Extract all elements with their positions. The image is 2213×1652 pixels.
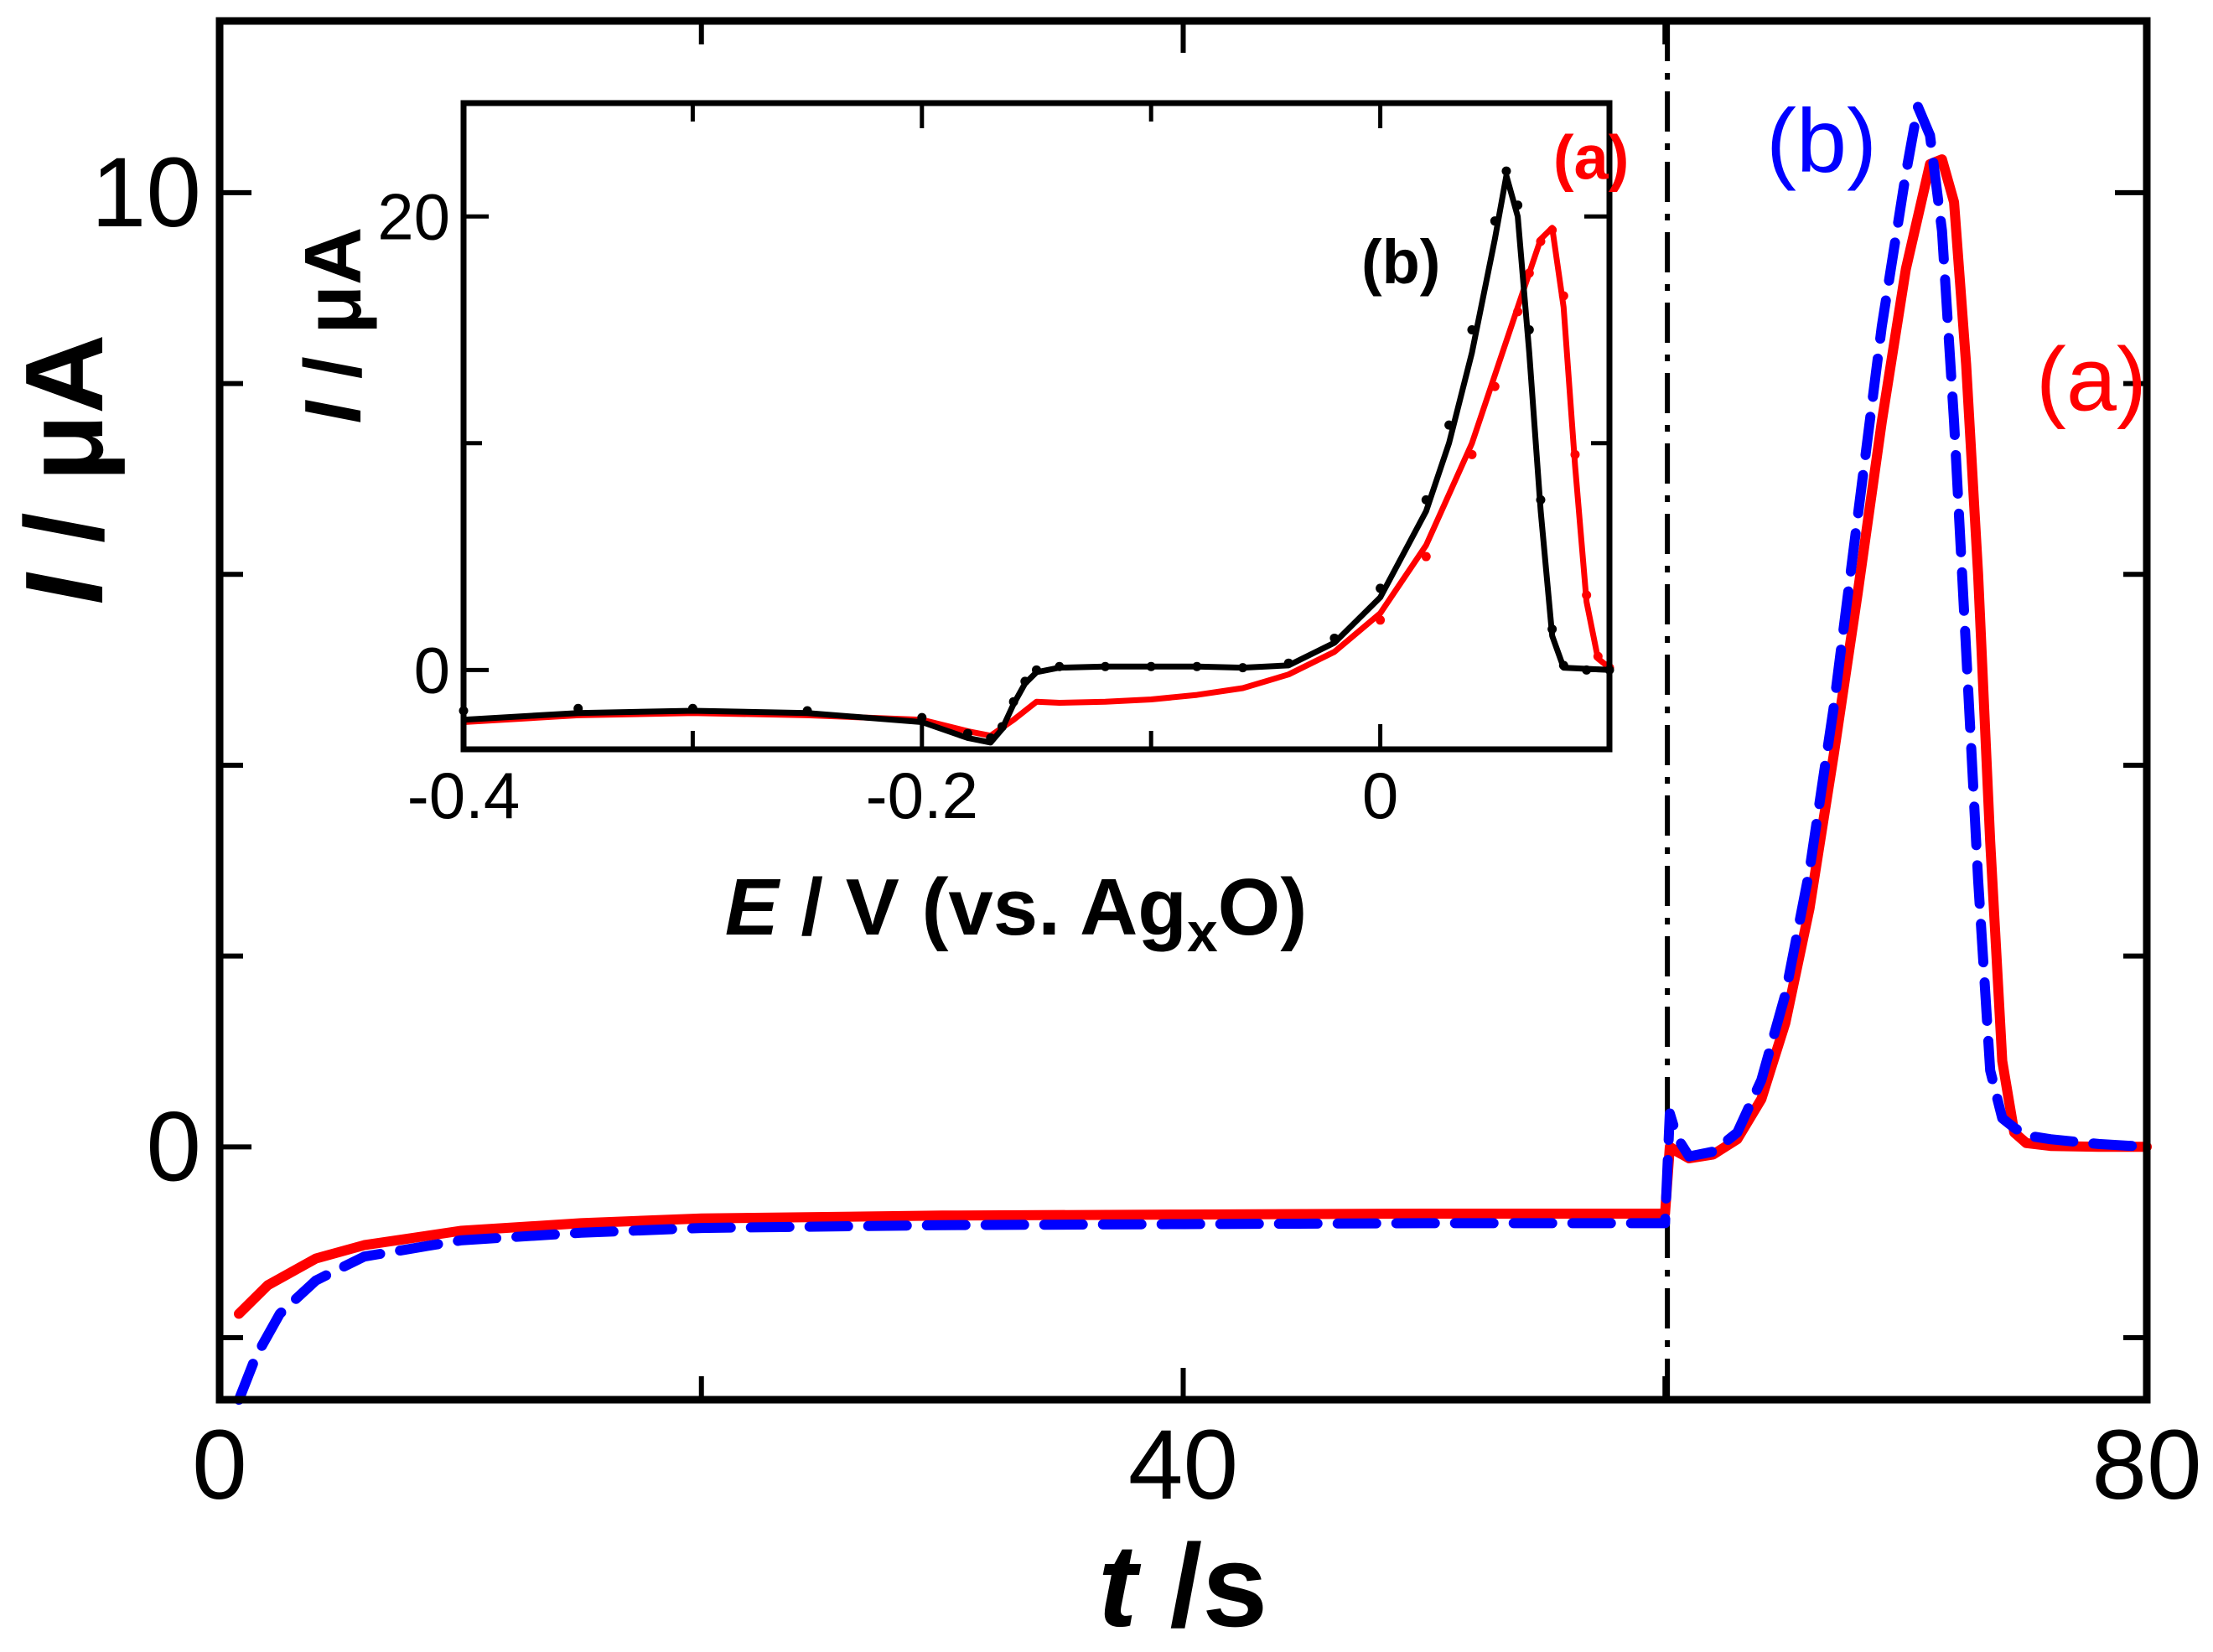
inset-x-axis-unit: / V (vs. Ag [779,862,1187,952]
main-y-axis-var: I [3,572,126,604]
inset-x-axis-label: E / V (vs. AgxO) [725,862,1308,963]
inset-x-axis-tail: O) [1218,862,1308,952]
inset-series-line [460,173,1613,746]
main-y-tick-label: 10 [91,137,201,248]
main-x-tick-label: 80 [2091,1410,2201,1520]
inset-data-point [687,703,697,713]
inset-data-point [1582,590,1592,600]
main-curve-label: (a) [2036,328,2147,429]
inset-data-point [802,706,812,716]
inset-data-point [1283,658,1293,668]
inset-data-point [1582,665,1592,675]
inset-data-point [1032,665,1041,675]
inset-data-point [1501,166,1511,176]
inset-series-3 [459,166,1614,743]
inset-data-point [1558,291,1568,301]
inset-data-point [1593,651,1603,661]
inset-y-tick-label: 20 [377,179,450,253]
main-y-axis-label: I / μA [3,334,126,605]
inset-data-point [1238,663,1248,673]
inset-x-axis-var: E [725,862,781,952]
inset-data-point [1547,624,1557,634]
inset-data-point [1536,495,1546,505]
main-y-axis-unit: / μA [3,334,126,574]
main-series-0 [234,154,2152,1319]
inset-y-tick-label: 0 [414,633,450,707]
inset-data-point [1547,225,1557,235]
inset-data-point [1490,381,1500,391]
inset-data-point [1513,200,1523,210]
inset-y-axis-label: I / μA [288,227,378,424]
main-x-axis-var: t [1098,1520,1142,1651]
inset-series-0 [460,225,1613,739]
main-series-group [234,101,2152,1405]
inset-plot-frame [460,100,1613,753]
main-series-line [234,154,2152,1319]
inset-data-point [986,733,996,743]
inset-chart: -0.4 -0.2 0 0 20 (a) (b) E / V (vs. AgxO) I /… [288,100,1629,963]
inset-data-point [1421,552,1431,562]
inset-x-tick-label: -0.4 [407,759,520,832]
inset-series-group [459,166,1614,746]
main-plot-frame [215,17,2151,1404]
inset-data-point [573,703,583,713]
main-annotations: (b) (a) [1766,90,2147,430]
inset-series-line [460,225,1613,739]
inset-curve-label: (a) [1553,122,1629,192]
inset-y-axis-var: I [288,399,378,423]
inset-tick-labels: -0.4 -0.2 0 0 20 [377,179,1398,832]
main-x-tick-label: 40 [1128,1410,1238,1520]
inset-data-point [1558,660,1568,671]
inset-data-point [1008,697,1018,707]
main-series-line [234,101,2152,1405]
inset-annotations: (a) (b) [1361,122,1629,296]
inset-data-point [1490,216,1500,226]
main-x-axis-label: t /s [1098,1520,1267,1651]
inset-data-point [997,722,1007,732]
inset-data-point [1376,583,1386,593]
inset-curve-label: (b) [1361,227,1441,297]
inset-data-point [1536,236,1546,246]
inset-data-point [1101,661,1111,671]
inset-data-point [1524,268,1534,278]
main-x-tick-label: 0 [192,1410,247,1520]
inset-data-point [1020,676,1030,686]
inset-data-point [917,712,927,722]
main-tick-labels: 0 40 80 0 10 [91,137,2202,1520]
inset-data-point [1524,325,1534,335]
inset-data-point [1192,661,1202,671]
main-y-tick-label: 0 [146,1091,201,1202]
main-curve-label: (b) [1766,90,1877,191]
inset-data-point [1467,449,1477,459]
inset-x-axis-subscript: x [1187,901,1218,963]
inset-data-point [1513,307,1523,317]
inset-x-tick-label: -0.2 [866,759,978,832]
inset-data-point [1376,615,1386,625]
inset-data-point [962,728,972,738]
inset-data-point [1055,661,1065,671]
inset-data-point [1570,449,1580,459]
inset-data-point [1444,420,1454,430]
inset-data-point [1421,495,1431,505]
main-chart: 0 40 80 0 10 (b) (a) t /s I / μA [3,17,2202,1651]
inset-data-point [1146,661,1156,671]
main-series-1 [234,101,2152,1405]
inset-data-point [1467,325,1477,335]
main-x-axis-unit: /s [1137,1520,1267,1651]
inset-data-point [1329,633,1340,643]
inset-series-2 [460,173,1613,746]
inset-background [464,103,1609,749]
inset-x-tick-label: 0 [1362,759,1398,832]
inset-y-axis-unit: / μA [288,227,378,401]
